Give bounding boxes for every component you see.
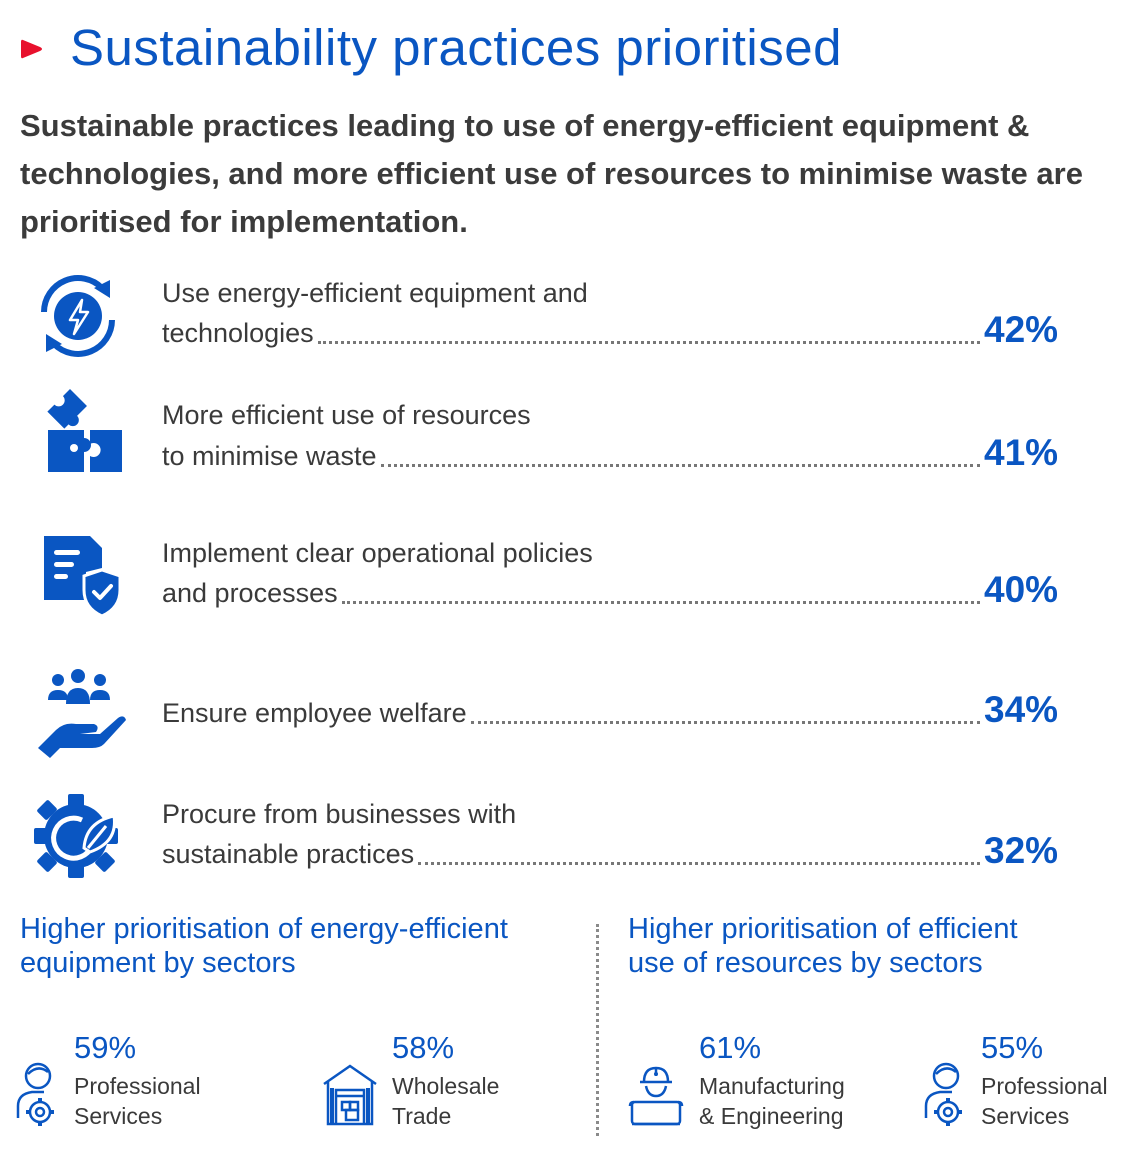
item-label-line1: Procure from businesses with <box>162 799 517 829</box>
stat-label-line2: & Engineering <box>699 1103 844 1129</box>
manufacturing-icon <box>628 1066 684 1126</box>
practices-list: Use energy-efficient equipment and techn… <box>34 275 1059 878</box>
stat-label-line1: Professional <box>981 1073 1108 1099</box>
dotted-leader <box>380 464 980 467</box>
stat-label-line1: Professional <box>74 1073 201 1099</box>
employee-care-icon <box>38 669 126 758</box>
stat-label-line2: Services <box>981 1103 1070 1129</box>
item-row: to minimise waste <box>162 436 982 476</box>
section-title-line2: use of resources by sectors <box>628 947 983 979</box>
item-label-line2: technologies <box>162 318 314 348</box>
stat-value: 59% <box>74 1030 137 1065</box>
section-title-line1: Higher prioritisation of efficient <box>628 913 1018 945</box>
title-row: Sustainability practices prioritised <box>18 18 1118 78</box>
professional-services-icon <box>16 1062 54 1126</box>
item-row: technologies <box>162 313 982 353</box>
section-title-line2: equipment by sectors <box>20 947 296 979</box>
item-label-line1: Use energy-efficient equipment and <box>162 278 588 308</box>
item-label: Ensure employee welfare <box>162 698 467 728</box>
dotted-leader <box>317 341 980 344</box>
item-row: Ensure employee welfare <box>162 693 982 733</box>
left-section: Higher prioritisation of energy-efficien… <box>20 912 508 980</box>
item-value: 34% <box>984 689 1059 730</box>
stat-label-line1: Manufacturing <box>699 1073 845 1099</box>
dotted-leader <box>341 601 980 604</box>
item-label-line2: to minimise waste <box>162 441 377 471</box>
item-row: sustainable practices <box>162 834 982 874</box>
item-value: 32% <box>984 830 1059 871</box>
page-subtitle: Sustainable practices leading to use of … <box>20 108 1083 239</box>
item-row: and processes <box>162 573 982 613</box>
energy-cycle-icon <box>41 275 115 357</box>
stat-value: 61% <box>699 1030 762 1065</box>
dotted-leader <box>470 721 980 724</box>
page-title: Sustainability practices prioritised <box>70 19 842 76</box>
item-label-line1: Implement clear operational policies <box>162 538 593 568</box>
stat-label-line1: Wholesale <box>392 1073 500 1099</box>
item-label-line2: sustainable practices <box>162 839 415 869</box>
dotted-leader <box>418 862 980 865</box>
play-marker-icon <box>21 39 42 59</box>
item-label-line1: More efficient use of resources <box>162 400 531 430</box>
section-title-line1: Higher prioritisation of energy-efficien… <box>20 913 508 945</box>
stat-value: 58% <box>392 1030 455 1065</box>
item-value: 41% <box>984 432 1059 473</box>
right-section: Higher prioritisation of efficient use o… <box>628 912 1018 980</box>
section-divider <box>596 924 599 1136</box>
eco-gear-icon <box>34 794 118 878</box>
puzzle-icon <box>47 389 122 472</box>
stat-label-line2: Services <box>74 1103 163 1129</box>
professional-services-icon <box>924 1062 962 1126</box>
item-value: 42% <box>984 309 1059 350</box>
stat-label-line2: Trade <box>392 1103 452 1129</box>
item-label-line2: and processes <box>162 578 338 608</box>
stat-value: 55% <box>981 1030 1044 1065</box>
policy-shield-icon <box>44 536 122 618</box>
item-value: 40% <box>984 569 1059 610</box>
wholesale-trade-icon <box>323 1064 377 1126</box>
